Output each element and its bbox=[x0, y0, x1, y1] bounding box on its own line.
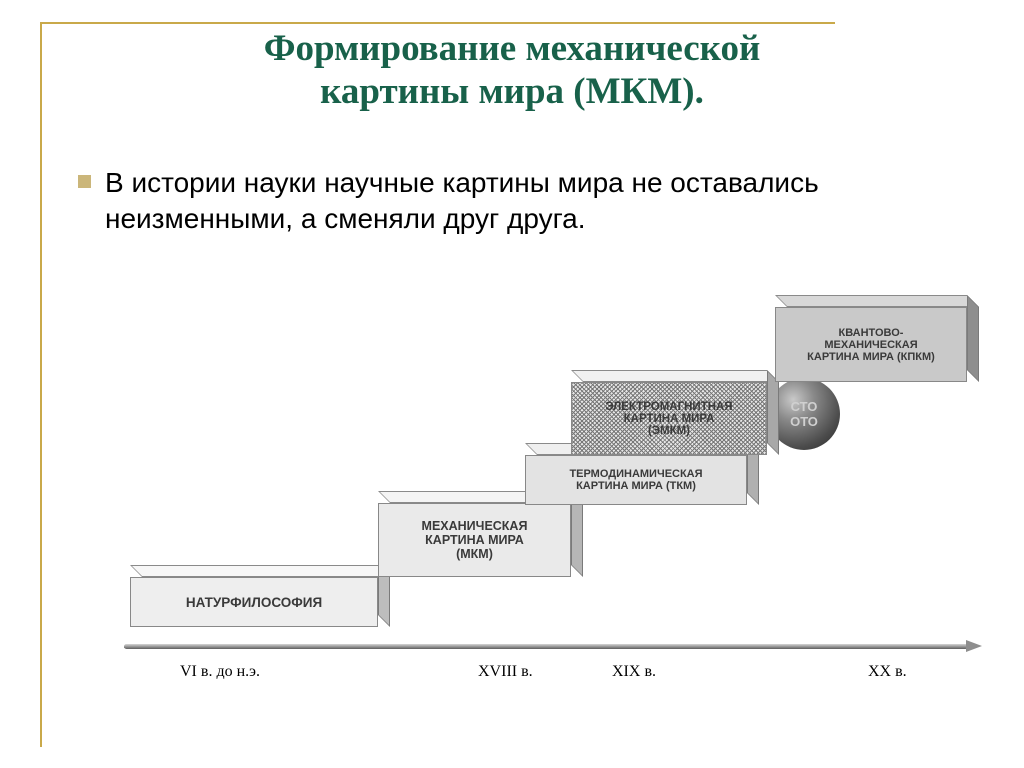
block-top-face bbox=[775, 295, 979, 307]
block-label: КВАНТОВО-МЕХАНИЧЕСКАЯКАРТИНА МИРА (КПКМ) bbox=[807, 327, 935, 363]
block-label: ЭЛЕКТРОМАГНИТНАЯКАРТИНА МИРА(ЭМКМ) bbox=[605, 401, 732, 437]
timeline-label: XIX в. bbox=[612, 663, 656, 681]
bullet-item: В истории науки научные картины мира не … bbox=[78, 165, 948, 237]
timeline-arrowhead-icon bbox=[966, 640, 982, 652]
title-line-2: картины мира (МКМ). bbox=[320, 71, 704, 112]
timeline-highlight bbox=[124, 644, 968, 649]
block-label: ТЕРМОДИНАМИЧЕСКАЯКАРТИНА МИРА (ТКМ) bbox=[569, 468, 702, 492]
slide-title: Формирование механической картины мира (… bbox=[0, 28, 1024, 113]
block-label: НАТУРФИЛОСОФИЯ bbox=[186, 595, 322, 610]
block-side-face bbox=[767, 370, 779, 455]
block-front-face: КВАНТОВО-МЕХАНИЧЕСКАЯКАРТИНА МИРА (КПКМ) bbox=[775, 307, 967, 382]
block-label: МЕХАНИЧЕСКАЯКАРТИНА МИРА(МКМ) bbox=[422, 519, 528, 561]
block-top-face bbox=[571, 370, 779, 382]
block-front-face: МЕХАНИЧЕСКАЯКАРТИНА МИРА(МКМ) bbox=[378, 503, 571, 577]
stage-block-kpkm: КВАНТОВО-МЕХАНИЧЕСКАЯКАРТИНА МИРА (КПКМ) bbox=[775, 295, 979, 382]
timeline-label: XVIII в. bbox=[478, 663, 533, 681]
block-front-face: НАТУРФИЛОСОФИЯ bbox=[130, 577, 378, 627]
bullet-icon bbox=[78, 175, 91, 188]
block-front-face: ЭЛЕКТРОМАГНИТНАЯКАРТИНА МИРА(ЭМКМ) bbox=[571, 382, 767, 455]
title-line-1: Формирование механической bbox=[264, 28, 761, 69]
timeline-label: VI в. до н.э. bbox=[180, 663, 260, 681]
stage-block-emkm: ЭЛЕКТРОМАГНИТНАЯКАРТИНА МИРА(ЭМКМ) bbox=[571, 370, 779, 455]
timeline-label: XX в. bbox=[868, 663, 907, 681]
stage-block-naturphilosophy: НАТУРФИЛОСОФИЯ bbox=[130, 565, 390, 627]
sphere-label: СТООТО bbox=[790, 399, 818, 429]
worldview-timeline-diagram: VI в. до н.э. XVIII в. XIX в. XX в. СТООТО НА… bbox=[130, 275, 1010, 695]
block-top-face bbox=[130, 565, 390, 577]
bullet-text: В истории науки научные картины мира не … bbox=[105, 165, 948, 237]
slide: Формирование механической картины мира (… bbox=[0, 0, 1024, 768]
block-front-face: ТЕРМОДИНАМИЧЕСКАЯКАРТИНА МИРА (ТКМ) bbox=[525, 455, 747, 505]
block-side-face bbox=[967, 295, 979, 382]
